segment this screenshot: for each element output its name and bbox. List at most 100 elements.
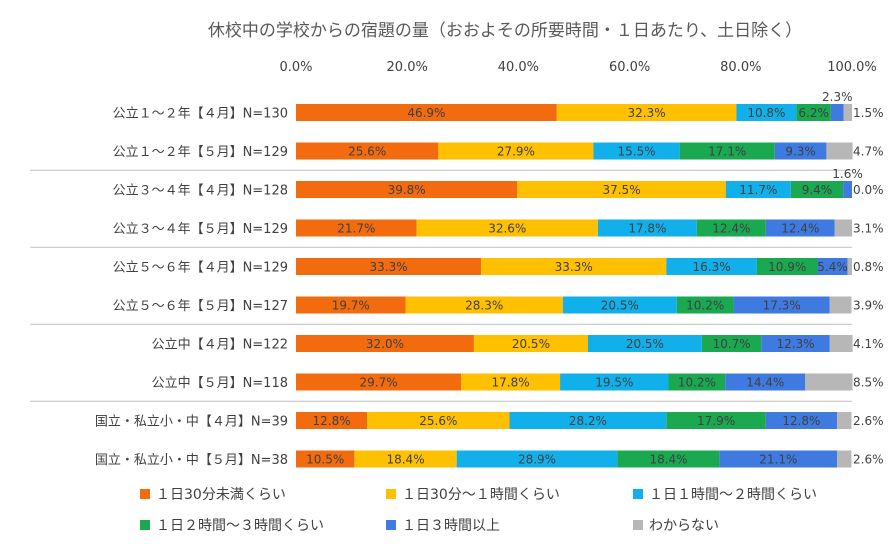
data-label: 33.3%	[555, 260, 593, 274]
bar-segment	[456, 450, 618, 468]
data-label: 2.3%	[822, 90, 853, 104]
x-tick-label: 60.0%	[609, 60, 650, 75]
data-label: 3.1%	[853, 222, 884, 236]
data-label: 10.9%	[768, 260, 806, 274]
data-label: 0.8%	[853, 260, 884, 274]
bar-segment	[296, 258, 482, 275]
category-label: 公立３～４年【４月】N=128	[113, 184, 288, 199]
category-label: 公立１～２年【４月】N=130	[113, 107, 288, 122]
data-label: 16.3%	[693, 260, 731, 274]
bar-segment	[438, 142, 594, 160]
bar-segment	[725, 181, 791, 198]
category-label: 公立中【５月】N=118	[152, 376, 288, 391]
legend-swatch	[140, 489, 150, 499]
legend-swatch	[633, 489, 643, 499]
bar-segment	[733, 296, 830, 314]
bar-segment	[765, 412, 837, 429]
legend-swatch	[386, 520, 396, 530]
data-label: 10.7%	[713, 337, 751, 351]
bar-segment	[593, 142, 680, 160]
data-label: 2.6%	[853, 414, 884, 428]
data-label: 11.7%	[739, 183, 777, 197]
data-label: 1.5%	[853, 106, 884, 120]
bar-segment	[354, 450, 457, 468]
data-label: 18.4%	[649, 453, 687, 467]
legend: １日30分未満くらい １日30分～１時間くらい １日１時間～２時間くらい １日２時間～…	[140, 487, 817, 534]
data-label: 27.9%	[497, 145, 535, 159]
bar-segment	[416, 219, 598, 237]
bar-segment	[847, 258, 852, 275]
data-label: 12.4%	[712, 222, 750, 236]
bar-segment	[719, 450, 837, 468]
bar-segment	[805, 373, 853, 391]
data-label: 20.5%	[601, 299, 639, 313]
bar-segment	[829, 335, 853, 352]
bar-segment	[826, 142, 853, 160]
bar-segment	[405, 296, 563, 314]
data-label: 19.5%	[595, 376, 633, 390]
bar-segment	[666, 412, 766, 429]
category-label: 国立・私立小・中【４月】N=39	[95, 415, 288, 430]
bar-segment	[562, 296, 677, 314]
legend-swatch	[633, 520, 643, 530]
data-label: 18.4%	[386, 453, 424, 467]
data-label: 10.8%	[747, 106, 785, 120]
data-label: 6.2%	[798, 106, 829, 120]
bar-segment	[666, 258, 757, 275]
category-label: 公立５～６年【５月】N=127	[113, 299, 288, 314]
category-label: 公立中【４月】N=122	[152, 338, 288, 353]
data-label: 10.5%	[306, 453, 344, 467]
data-label: 5.4%	[817, 260, 848, 274]
x-tick-label: 40.0%	[498, 60, 539, 75]
chart-title: 休校中の学校からの宿題の量（おおよその所要時間・１日あたり、土日除く）	[208, 21, 802, 41]
data-label: 28.9%	[518, 453, 556, 467]
bar-segment	[679, 142, 775, 160]
bar-segment	[461, 373, 561, 391]
bar-segment	[696, 219, 766, 237]
bar-segment	[296, 142, 439, 160]
bar-segment	[761, 335, 830, 352]
data-label: 12.3%	[777, 337, 815, 351]
bar-segment	[481, 258, 667, 275]
data-label: 21.7%	[337, 222, 375, 236]
bar-segment	[296, 373, 462, 391]
data-label: 3.9%	[853, 299, 884, 313]
legend-label: １日30分未満くらい	[156, 487, 286, 503]
bar-segment	[817, 258, 848, 275]
data-label: 28.3%	[465, 299, 503, 313]
legend-label: わからない	[649, 518, 719, 534]
data-label: 17.9%	[697, 414, 735, 428]
data-label: 1.6%	[832, 167, 863, 181]
data-label: 19.7%	[332, 299, 370, 313]
legend-swatch	[140, 520, 150, 530]
bar-segment	[725, 373, 806, 391]
bar-segment	[296, 104, 557, 121]
bar-segment	[296, 219, 417, 237]
data-label: 12.8%	[782, 414, 820, 428]
data-label: 2.6%	[853, 453, 884, 467]
bar-segment	[367, 412, 510, 429]
category-labels: 公立１～２年【４月】N=130 公立１～２年【５月】N=129 公立３～４年【４月】…	[95, 107, 288, 469]
category-label: 公立１～２年【５月】N=129	[113, 145, 288, 160]
bar-segment	[843, 181, 852, 198]
bar-segment	[668, 373, 726, 391]
data-label: 10.2%	[678, 376, 716, 390]
bar-segment	[836, 412, 852, 429]
data-label: 37.5%	[602, 183, 640, 197]
data-label: 32.6%	[488, 222, 526, 236]
bar-segment	[587, 335, 702, 352]
data-label: 14.4%	[746, 376, 784, 390]
category-label: 公立３～４年【５月】N=129	[113, 222, 288, 237]
bar-segment	[736, 104, 797, 121]
data-label: 17.8%	[628, 222, 666, 236]
x-axis-ticks: 0.0% 20.0% 40.0% 60.0% 80.0% 100.0%	[279, 60, 876, 75]
data-label: 39.8%	[388, 183, 426, 197]
bar-segment	[701, 335, 762, 352]
data-label: 28.2%	[569, 414, 607, 428]
bar-segment	[756, 258, 818, 275]
bar-segment	[296, 296, 406, 314]
data-label: 32.0%	[366, 337, 404, 351]
data-label: 9.4%	[802, 183, 833, 197]
bar-segment	[834, 219, 852, 237]
